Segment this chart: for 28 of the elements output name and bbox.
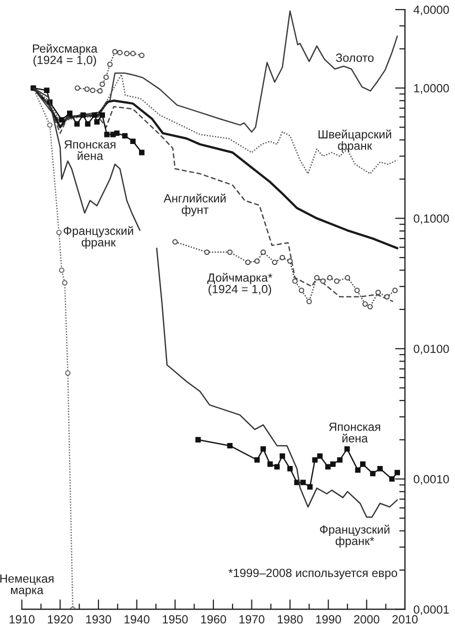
series-label: Японская йена [329, 422, 380, 442]
y-tick-label: 0,1000 [414, 214, 449, 224]
x-tick-label: 1970 [239, 615, 264, 624]
series-label: Английский фунт [164, 194, 226, 216]
series-label: Золото [336, 54, 374, 62]
series-label: Французский франк* [320, 524, 390, 548]
x-tick-label: 1940 [124, 615, 150, 624]
annotation: *1999–2008 используется евро [228, 568, 398, 580]
x-tick-label: 1990 [316, 615, 341, 624]
y-tick-label: 4,0000 [414, 6, 449, 16]
y-tick-label: 1,0000 [414, 84, 449, 94]
series-label: Французский франк [64, 226, 134, 249]
series-label: Дойчмарка* (1924 = 1,0) [207, 272, 272, 296]
y-tick-label: 0,0010 [414, 475, 449, 485]
series-label: Немецкая марка [0, 574, 54, 597]
series-label: Швейцарский франк [318, 130, 392, 152]
x-tick-label: 1950 [162, 615, 188, 624]
series-label: Рейхсмарка (1924 = 1,0) [33, 44, 98, 66]
y-tick-label: 0,0001 [414, 605, 449, 616]
x-tick-label: 2000 [354, 615, 380, 624]
x-tick-label: 1920 [48, 615, 73, 624]
y-tick-label: 0,0100 [414, 344, 449, 354]
x-tick-label: 1930 [86, 615, 112, 624]
x-tick-label: 1910 [10, 615, 35, 624]
series-label: Японская йена [64, 140, 116, 160]
x-tick-label: 2010 [392, 615, 418, 624]
x-tick-label: 1980 [278, 615, 303, 624]
x-tick-label: 1960 [201, 615, 226, 624]
